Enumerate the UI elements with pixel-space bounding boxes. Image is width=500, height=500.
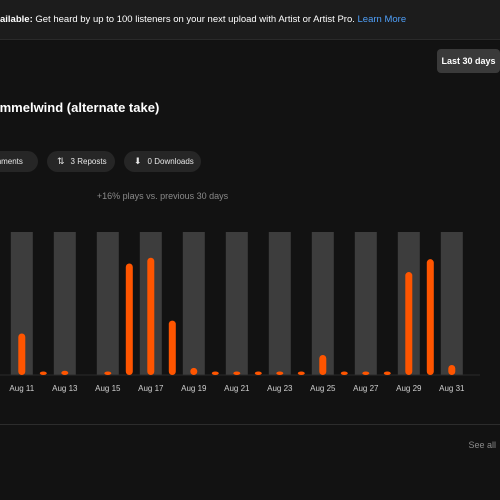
plays-bar[interactable] (190, 367, 198, 375)
upsell-banner: ailable: Get heard by up to 100 listener… (0, 0, 500, 40)
plays-bar[interactable] (61, 370, 69, 375)
previous-period-bar (96, 232, 119, 375)
x-tick-label: Aug 31 (439, 384, 465, 393)
x-tick-label: Aug 23 (267, 384, 293, 393)
x-tick-label: Aug 27 (353, 384, 379, 393)
x-tick-label: Aug 13 (52, 384, 78, 393)
previous-period-bar (10, 232, 33, 375)
plays-bar[interactable] (448, 364, 456, 375)
plays-bar[interactable] (405, 272, 413, 375)
plays-bar[interactable] (104, 371, 112, 376)
previous-period-bar (182, 232, 205, 375)
x-tick-label: Aug 11 (9, 384, 34, 393)
repost-icon: ⇅ (57, 156, 65, 166)
reposts-count: 3 Reposts (70, 157, 107, 166)
section-divider (0, 424, 500, 425)
comments-count: omments (0, 157, 23, 166)
banner-text: Get heard by up to 100 listeners on your… (32, 14, 355, 25)
plays-bar[interactable] (340, 371, 348, 376)
plays-bar[interactable] (125, 263, 133, 375)
plays-bar[interactable] (383, 371, 391, 376)
x-tick-label: Aug 15 (95, 384, 121, 393)
see-all-link[interactable]: See all (468, 440, 496, 450)
plays-bar[interactable] (233, 371, 241, 376)
plays-delta-text: +16% plays vs. previous 30 days (96, 191, 229, 201)
date-range-button[interactable]: Last 30 days (437, 49, 500, 73)
plays-bar[interactable] (147, 257, 155, 375)
previous-period-bar (311, 232, 334, 375)
plays-bar[interactable] (426, 259, 434, 375)
x-tick-label: Aug 21 (224, 384, 250, 393)
banner-heading: ailable: (0, 14, 33, 25)
plays-chart: Aug 11 Aug 13 Aug 15 Aug 17 Aug 19 Aug 21 Aug … (0, 232, 480, 393)
plays-bar[interactable] (39, 371, 47, 376)
previous-period-bar (225, 232, 248, 375)
x-tick-label: Aug 25 (310, 384, 336, 393)
x-tick-label: Aug 29 (396, 384, 422, 393)
plays-bar[interactable] (18, 333, 26, 375)
plays-bar[interactable] (362, 371, 370, 376)
reposts-stat-button[interactable]: ⇅ 3 Reposts (47, 151, 115, 172)
x-tick-label: Aug 19 (181, 384, 207, 393)
download-icon: ⬇ (134, 156, 142, 166)
x-tick-label: Aug 17 (138, 384, 164, 393)
downloads-stat-button[interactable]: ⬇ 0 Downloads (124, 151, 201, 172)
previous-period-bar (440, 232, 463, 375)
plays-bar[interactable] (276, 371, 284, 376)
comments-stat-button[interactable]: omments (0, 151, 38, 172)
plays-bar[interactable] (254, 371, 262, 376)
downloads-count: 0 Downloads (147, 157, 194, 166)
plays-bar[interactable] (211, 371, 219, 376)
learn-more-link[interactable]: Learn More (357, 14, 407, 25)
previous-period-bar (354, 232, 377, 375)
plays-bar[interactable] (168, 320, 176, 375)
track-title[interactable]: immelwind (alternate take) (0, 100, 160, 115)
previous-period-bar (268, 232, 291, 375)
plays-bar[interactable] (319, 354, 327, 375)
plays-bar[interactable] (297, 371, 305, 376)
previous-period-bar (53, 232, 76, 375)
